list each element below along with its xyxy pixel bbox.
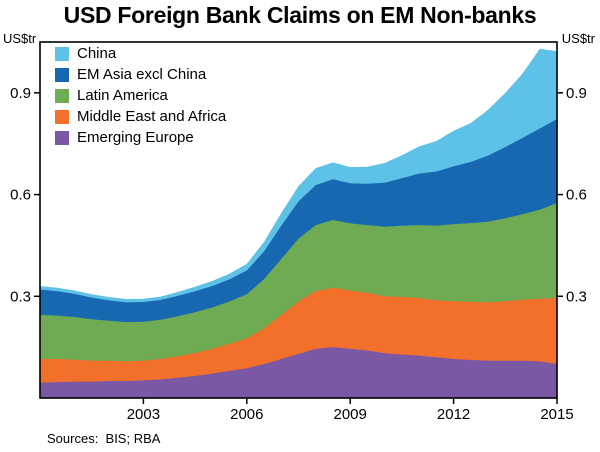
y-tick-label-right: 0.3 [566, 288, 587, 305]
legend-label: Emerging Europe [77, 129, 194, 146]
sources-note: Sources: BIS; RBA [47, 431, 161, 446]
x-tick-label: 2012 [437, 406, 470, 422]
legend-label: Latin America [77, 87, 168, 104]
y-tick-label-right: 0.6 [566, 187, 587, 204]
legend-item: EM Asia excl China [55, 67, 226, 82]
legend-swatch-icon [55, 88, 69, 103]
y-tick-label-left: 0.9 [10, 85, 31, 102]
y-axis-unit-left: US$tr [3, 31, 37, 46]
legend-item: Middle East and Africa [55, 109, 226, 124]
legend-swatch-icon [55, 67, 69, 82]
legend-item: Emerging Europe [55, 130, 226, 145]
legend-swatch-icon [55, 109, 69, 124]
legend-label: Middle East and Africa [77, 108, 227, 125]
legend-swatch-icon [55, 130, 69, 145]
y-tick-label-left: 0.6 [10, 187, 31, 204]
legend-label: EM Asia excl China [77, 66, 207, 83]
x-tick-label: 2009 [334, 406, 367, 422]
y-axis-unit-right: US$tr [561, 31, 595, 46]
chart-title: USD Foreign Bank Claims on EM Non-banks [63, 2, 537, 28]
chart-legend: China EM Asia excl China Latin America Midd… [55, 46, 226, 145]
x-tick-label: 2006 [230, 406, 263, 422]
legend-item: Latin America [55, 88, 226, 103]
legend-item: China [55, 46, 226, 61]
legend-label: China [77, 45, 117, 62]
legend-swatch-icon [55, 46, 69, 61]
y-tick-label-right: 0.9 [566, 85, 587, 102]
x-tick-label: 2015 [540, 406, 573, 422]
plot-frame [39, 41, 558, 399]
y-tick-label-left: 0.3 [10, 288, 31, 305]
stacked-area-chart: 0.3 0.3 0.6 0.6 0.9 0.9 2003 2006 2009 2012 2015 [10, 41, 587, 422]
x-tick-label: 2003 [127, 406, 160, 422]
area-emerging-europe [40, 347, 557, 398]
